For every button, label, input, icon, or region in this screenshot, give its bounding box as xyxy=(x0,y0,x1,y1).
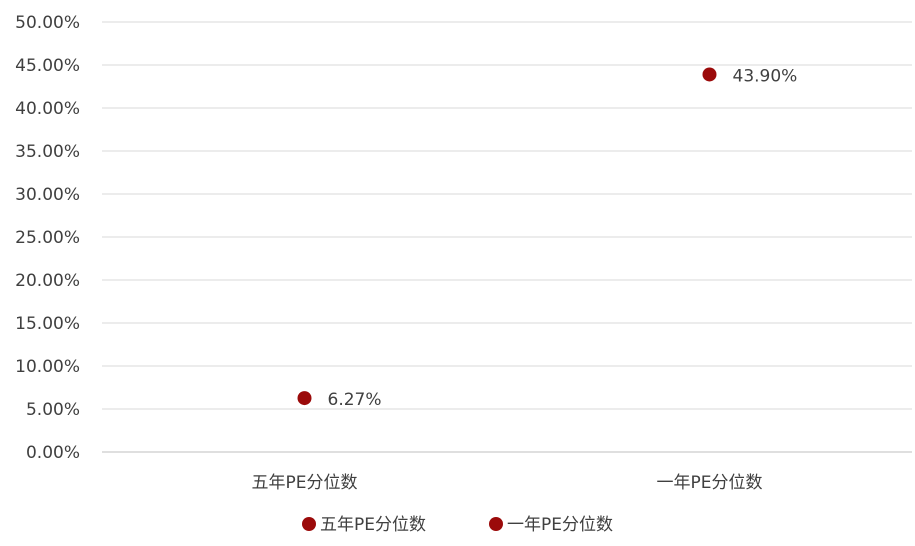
data-point xyxy=(702,67,717,82)
y-axis-tick-labels: 0.00% 5.00% 10.00% 15.00% 20.00% 25.00% 30.00%… xyxy=(15,13,80,463)
x-category-label: 一年PE分位数 xyxy=(657,473,763,493)
data-label: 6.27% xyxy=(328,390,382,410)
y-tick-label: 40.00% xyxy=(15,99,80,119)
x-axis-category-labels: 五年PE分位数 一年PE分位数 xyxy=(252,473,763,493)
y-tick-label: 5.00% xyxy=(26,400,80,420)
y-tick-label: 35.00% xyxy=(15,142,80,162)
y-tick-label: 20.00% xyxy=(15,271,80,291)
x-category-label: 五年PE分位数 xyxy=(252,473,358,493)
y-tick-label: 15.00% xyxy=(15,314,80,334)
data-points: 6.27% 43.90% xyxy=(297,66,798,410)
gridlines xyxy=(102,21,912,453)
y-tick-label: 0.00% xyxy=(26,443,80,463)
y-tick-label: 10.00% xyxy=(15,357,80,377)
y-tick-label: 25.00% xyxy=(15,228,80,248)
y-tick-label: 30.00% xyxy=(15,185,80,205)
data-point xyxy=(297,391,312,406)
data-label: 43.90% xyxy=(733,66,798,86)
legend: 五年PE分位数 一年PE分位数 xyxy=(302,515,613,535)
legend-marker xyxy=(302,517,316,531)
legend-label: 一年PE分位数 xyxy=(507,515,613,535)
y-tick-label: 50.00% xyxy=(15,13,80,33)
legend-marker xyxy=(489,517,503,531)
legend-label: 五年PE分位数 xyxy=(320,515,426,535)
y-tick-label: 45.00% xyxy=(15,56,80,76)
